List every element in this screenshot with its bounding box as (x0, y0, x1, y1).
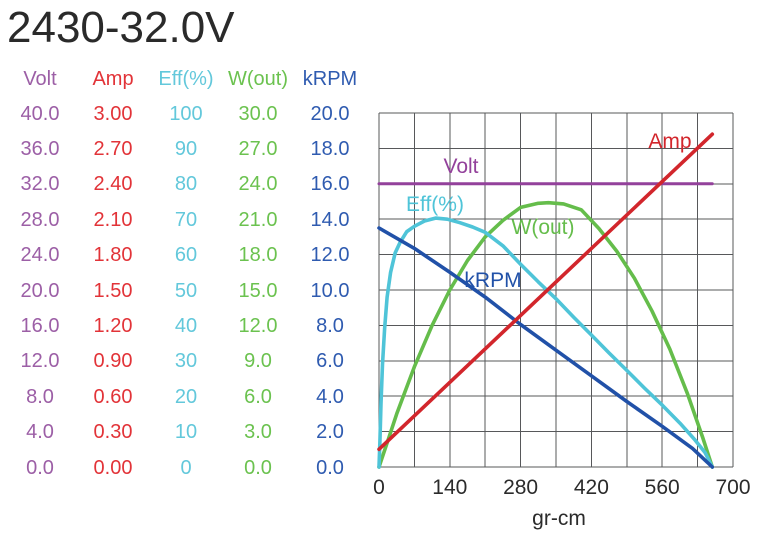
table-cell: 24.0 (238, 173, 278, 196)
table-cell: 12.0 (20, 350, 60, 373)
table-cell: 0.00 (93, 456, 133, 479)
table-header-wout: W(out) (228, 68, 288, 90)
table-cell: 0.0 (26, 456, 54, 479)
table-cell: 27.0 (238, 137, 278, 160)
table-cell: 2.40 (93, 173, 133, 196)
table-cell: 3.0 (244, 421, 272, 444)
amp-curve (377, 132, 715, 452)
table-header-eff: Eff(%) (158, 68, 214, 90)
table-cell: 32.0 (20, 173, 60, 196)
x-axis-label: gr-cm (532, 507, 586, 530)
krpm-curve (377, 226, 715, 469)
table-cell: 0.90 (93, 350, 133, 373)
table-cell: 40.0 (20, 102, 60, 125)
table-cell: 50 (174, 279, 198, 302)
table-cell: 14.0 (310, 208, 350, 231)
table-cell: 40 (174, 314, 198, 337)
table-cell: 36.0 (20, 137, 60, 160)
table-cell: 20.0 (20, 279, 60, 302)
amp-series-label: Amp (648, 130, 691, 153)
x-tick-label: 0 (373, 476, 385, 499)
table-cell: 21.0 (238, 208, 278, 231)
table-cell: 10.0 (310, 279, 350, 302)
table-cell: 0.0 (244, 456, 272, 479)
table-cell: 2.10 (93, 208, 133, 231)
wout-curve (377, 200, 715, 469)
table-cell: 24.0 (20, 244, 60, 267)
volt-series-label: Volt (443, 155, 478, 178)
table-cell: 4.0 (26, 421, 54, 444)
table-cell: 2.0 (316, 421, 344, 444)
table-cell: 12.0 (310, 244, 350, 267)
axis-scale-table: Volt Amp Eff(%) W(out) kRPM 40.0 3.00 100 30.0 20… (0, 0, 368, 536)
eff-curve (377, 216, 715, 469)
table-cell: 30.0 (238, 102, 278, 125)
krpm-series-label: kRPM (464, 269, 521, 292)
table-header-volt: Volt (23, 68, 57, 90)
table-cell: 2.70 (93, 137, 133, 160)
table-cell: 80 (174, 173, 198, 196)
page-title: 2430-32.0V (7, 3, 235, 52)
table-cell: 0.60 (93, 385, 133, 408)
table-cell: 0 (180, 456, 192, 479)
table-cell: 12.0 (238, 314, 278, 337)
table-cell: 6.0 (316, 350, 344, 373)
table-cell: 28.0 (20, 208, 60, 231)
table-cell: 1.50 (93, 279, 133, 302)
table-cell: 18.0 (310, 137, 350, 160)
x-tick-label: 280 (503, 476, 538, 499)
table-cell: 90 (174, 137, 198, 160)
table-cell: 8.0 (316, 314, 344, 337)
x-tick-label: 560 (645, 476, 680, 499)
table-cell: 20 (174, 385, 198, 408)
table-cell: 1.20 (93, 314, 133, 337)
wout-series-label: W(out) (512, 216, 575, 239)
performance-chart: Volt Amp Eff(%) W(out) kRPM 0 140 280 420 560 700 g… (369, 103, 761, 536)
x-tick-label: 420 (574, 476, 609, 499)
table-cell: 9.0 (244, 350, 272, 373)
table-cell: 70 (174, 208, 198, 231)
table-cell: 0.30 (93, 421, 133, 444)
table-header-krpm: kRPM (302, 68, 358, 90)
table-cell: 1.80 (93, 244, 133, 267)
table-cell: 16.0 (310, 173, 350, 196)
table-cell: 10 (174, 421, 198, 444)
table-cell: 6.0 (244, 385, 272, 408)
table-cell: 18.0 (238, 244, 278, 267)
eff-series-label: Eff(%) (406, 193, 464, 216)
table-cell: 8.0 (26, 385, 54, 408)
table-cell: 0.0 (316, 456, 344, 479)
table-cell: 30 (174, 350, 198, 373)
table-cell: 16.0 (20, 314, 60, 337)
x-tick-label: 700 (715, 476, 750, 499)
table-header-amp: Amp (92, 68, 134, 90)
table-cell: 100 (169, 102, 203, 125)
table-cell: 20.0 (310, 102, 350, 125)
table-cell: 4.0 (316, 385, 344, 408)
table-cell: 60 (174, 244, 198, 267)
x-tick-label: 140 (432, 476, 467, 499)
table-cell: 3.00 (93, 102, 133, 125)
table-cell: 15.0 (238, 279, 278, 302)
